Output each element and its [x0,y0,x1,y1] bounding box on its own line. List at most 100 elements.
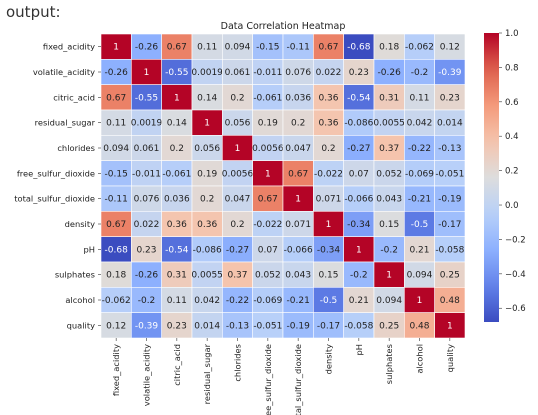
cell-value-label: 0.0055 [191,271,223,281]
cell-value-label: -0.022 [253,220,282,230]
heatmap-cell [131,160,162,187]
cell-value-label: 0.15 [318,271,338,281]
heatmap-cell [222,33,253,60]
cell-value-label: 0.042 [407,119,433,129]
cell-value-label: 1 [356,245,362,255]
heatmap-cell [404,211,435,237]
heatmap-cell [191,135,223,161]
cell-value-label: -0.27 [347,144,370,154]
cell-value-label: -0.34 [347,220,371,230]
cell-value-label: 0.052 [255,271,281,281]
cell-value-label: 0.48 [409,321,429,331]
cell-value-label: 1 [174,93,180,103]
cell-value-label: -0.39 [438,68,462,78]
cell-value-label: 0.2 [230,220,244,230]
cell-value-label: 0.071 [316,195,342,205]
cell-value-label: 0.047 [225,195,251,205]
cell-value-label: -0.2 [350,271,368,281]
cell-value-label: 0.094 [225,43,251,53]
heatmap-cell [222,287,253,313]
heatmap-cell [343,84,375,111]
x-tick-label: quality [445,344,455,372]
cell-value-label: 0.014 [194,321,220,331]
heatmap-cell [161,261,193,288]
cell-value-label: -0.26 [135,271,159,281]
cell-value-label: 0.36 [197,220,217,230]
heatmap-cell [131,236,162,263]
x-tick-label: chlorides [233,344,243,382]
cell-value-label: -0.19 [438,195,462,205]
cell-value-label: 0.19 [258,119,278,129]
cell-value-label: 0.37 [379,144,399,154]
heatmap-cell [100,312,132,339]
cell-value-label: 0.2 [200,195,214,205]
heatmap-cell [373,109,405,136]
colorbar-tick-label: 1.0 [505,29,519,39]
heatmap-cell [434,287,466,313]
heatmap-cell [282,135,314,161]
heatmap-cell [282,59,314,85]
cell-value-label: -0.011 [253,68,282,78]
cell-value-label: 0.076 [285,68,311,78]
cell-value-label: 0.18 [379,43,399,53]
cell-value-label: 0.061 [225,68,251,78]
heatmap-cell [434,312,466,339]
cell-value-label: -0.069 [405,169,434,179]
cell-value-label: 0.36 [318,119,338,129]
cell-value-label: 0.31 [379,93,399,103]
cell-value-label: -0.2 [138,296,156,306]
cell-value-label: 0.11 [197,43,217,53]
heatmap-cell [282,33,314,60]
cell-value-label: -0.27 [226,245,249,255]
x-tick-label: residual_sugar [202,343,212,404]
heatmap-cell [131,109,162,136]
colorbar: 1.0 0.8 0.6 0.4 0.2 0.0 −0.2 −0.4 −0.6 [484,29,526,322]
cell-value-label: -0.21 [287,296,310,306]
y-axis-labels: fixed_acidity volatile_acidity citric_acid… [14,42,101,330]
heatmap-cell [100,84,132,111]
heatmap-cell [252,135,284,161]
heatmap-cell [161,59,193,85]
heatmap-cell [252,59,284,85]
cell-value-label: 0.0056 [252,144,284,154]
y-tick-label: alcohol [65,295,95,305]
heatmap-cell [313,84,344,111]
heatmap-cell [222,211,253,237]
heatmap-cell [282,236,314,263]
heatmap-cell [131,135,162,161]
cell-value-label: -0.54 [347,93,371,103]
heatmap-cell [161,185,193,212]
cell-value-label: 1 [204,119,210,129]
cell-value-label: -0.26 [135,43,159,53]
heatmap-cell [131,312,162,339]
heatmap-cell [313,109,344,136]
heatmap-cell [434,160,466,187]
heatmap-cell [191,84,223,111]
heatmap-cell [222,261,253,288]
cell-value-label: 1 [265,169,271,179]
cell-value-label: -0.11 [105,195,128,205]
heatmap-cell [161,135,193,161]
cell-value-label: 0.67 [318,43,338,53]
cell-value-label: 0.2 [321,144,335,154]
output-label: output: [6,3,61,21]
cell-value-label: 0.67 [106,220,126,230]
heatmap-cell [434,236,466,263]
y-tick-label: quality [67,320,95,330]
cell-value-label: 0.67 [258,195,278,205]
y-tick-label: density [65,219,96,229]
cell-value-label: 0.25 [440,271,460,281]
heatmap-cell [161,160,193,187]
cell-value-label: 0.12 [440,43,460,53]
heatmap-cell [404,261,435,288]
y-tick-label: chlorides [57,143,95,153]
cell-value-label: 0.036 [164,195,190,205]
cell-value-label: -0.55 [165,68,188,78]
cell-value-label: 0.67 [167,43,187,53]
cell-value-label: 0.071 [285,220,311,230]
heatmap-cell [434,84,466,111]
heatmap-cell [434,33,466,60]
cell-value-label: 0.21 [409,245,429,255]
cell-value-label: 0.0055 [373,119,405,129]
cell-value-label: 0.2 [170,144,184,154]
